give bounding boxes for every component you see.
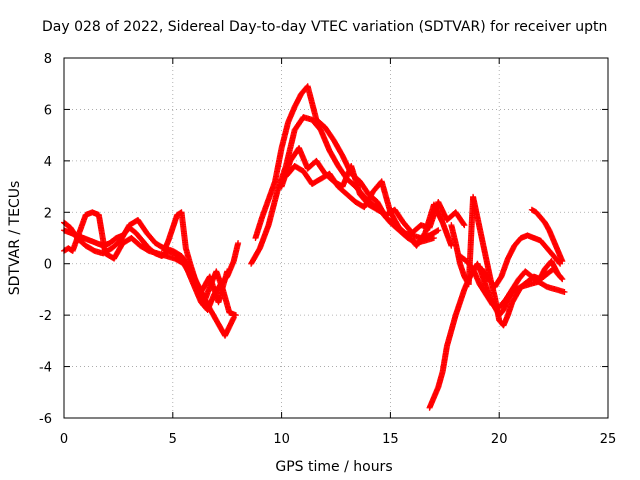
y-tick-label: 8 [44,52,52,67]
series-trace-12 [478,232,564,290]
y-tick-label: 0 [44,258,52,273]
x-tick-label: 15 [382,432,399,447]
data-point [435,227,442,234]
x-tick-label: 5 [169,432,177,447]
x-tick-label: 0 [60,432,68,447]
y-tick-label: 6 [44,103,52,118]
data-point [232,312,239,319]
series-trace-4 [161,209,239,319]
y-tick-label: -2 [39,309,52,324]
y-tick-label: 4 [44,155,52,170]
series-trace-11 [457,253,566,311]
data-points [61,83,568,411]
data-point [460,221,467,228]
x-axis-title: GPS time / hours [275,459,392,475]
y-tick-label: -6 [39,412,52,427]
series-trace-8 [282,163,455,249]
y-tick-label: 2 [44,206,52,221]
series-trace-13 [528,206,566,265]
data-point [235,240,242,247]
y-tick-label: -4 [39,361,52,376]
axis-ticks: 0 5 10 15 20 25 -6 -4 -2 0 2 4 6 8 [39,52,616,447]
x-tick-label: 20 [491,432,508,447]
data-point [558,275,565,282]
data-point [559,276,566,283]
plot-frame [63,57,609,419]
data-point [430,235,437,241]
data-point [461,222,468,229]
x-tick-label: 10 [273,432,290,447]
data-point [224,268,231,275]
chart-title: Day 028 of 2022, Sidereal Day-to-day VTE… [42,19,607,35]
data-point [559,258,566,265]
data-point [561,289,568,295]
x-tick-label: 25 [600,432,617,447]
y-axis-title: SDTVAR / TECUs [7,181,23,296]
